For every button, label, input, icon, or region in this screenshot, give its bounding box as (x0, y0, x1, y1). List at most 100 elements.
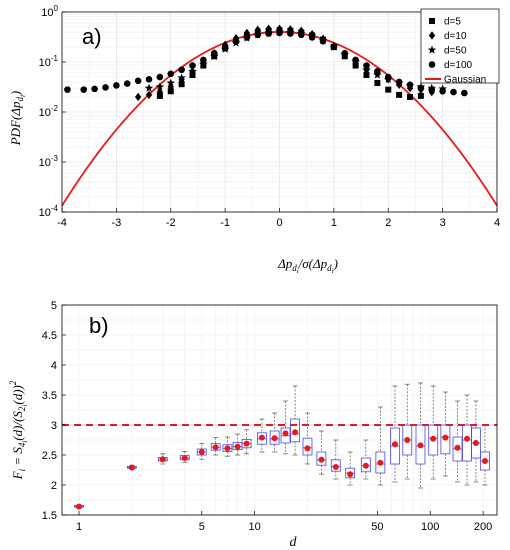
box (330, 459, 341, 472)
box-plot (222, 436, 233, 457)
marker-d-50 (155, 82, 165, 91)
marker-d-100 (341, 49, 349, 57)
legend-swatch-d-10 (428, 31, 436, 40)
marker-d-100 (374, 68, 381, 75)
marker-d-100 (406, 81, 414, 89)
box-plot (210, 437, 221, 456)
panel-b-frame (61, 304, 498, 516)
mean-marker (76, 503, 83, 510)
legend-swatch-d-50 (427, 45, 437, 54)
x-tick-label: 200 (474, 521, 492, 533)
box-plot (256, 418, 267, 453)
marker-d-100 (200, 56, 207, 64)
marker-d-5 (167, 88, 174, 95)
marker-d-100 (363, 62, 370, 69)
x-tick-label: 1 (331, 217, 337, 229)
marker-d-5 (363, 71, 370, 78)
panel-a-legend: d=5 d=10 d=50 d=100 Gaussian (420, 8, 500, 86)
mean-marker (304, 445, 311, 452)
marker-d-100 (189, 62, 196, 69)
legend-swatch-d-100 (428, 61, 436, 68)
x-tick-label: 5 (199, 521, 205, 533)
marker-d-100 (276, 29, 283, 37)
y-tick-label: 1.5 (42, 510, 57, 522)
x-tick-label: -4 (57, 217, 67, 229)
marker-d-100 (330, 43, 338, 51)
mean-marker (362, 462, 369, 469)
marker-d-5 (385, 86, 392, 93)
mean-marker (454, 444, 461, 451)
box (462, 424, 472, 462)
box-plot (402, 383, 413, 480)
y-tick-label: 10-2 (39, 104, 59, 119)
box-plot (74, 503, 84, 510)
marker-d-50 (144, 83, 154, 92)
legend-label: d=100 (444, 60, 473, 71)
marker-d-100 (395, 78, 403, 86)
y-tick-label: 10-4 (39, 204, 59, 219)
mean-marker (417, 442, 424, 449)
x-tick-label: 0 (276, 217, 282, 229)
legend-label: Gaussian (444, 75, 486, 86)
y-tick-label: 10-3 (39, 154, 59, 169)
y-tick-label: 5 (51, 300, 57, 312)
panel-b: 1 5 10 50 100 200 1.5 2 2.5 3 3.5 4 4.5 5 b) Fi = S4i… (8, 300, 498, 550)
panel-a-markers (64, 24, 468, 102)
marker-d-100 (210, 49, 218, 57)
panel-a-ylabel: PDF(Δpdi) (8, 91, 27, 147)
marker-d-100 (297, 31, 305, 39)
marker-d-100 (287, 30, 294, 37)
y-tick-label: 2.5 (42, 450, 57, 462)
box-plot (157, 453, 168, 465)
marker-d-100 (156, 73, 164, 81)
marker-d-100 (91, 85, 98, 93)
marker-d-100 (123, 80, 131, 87)
legend-label: d=50 (444, 46, 467, 57)
marker-d-100 (384, 73, 392, 81)
panel-b-grid (62, 304, 497, 516)
marker-d-100 (417, 84, 425, 92)
box-plot (471, 400, 481, 483)
box (316, 451, 327, 466)
marker-d-10 (145, 90, 153, 100)
marker-d-100 (64, 86, 71, 93)
marker-d-100 (308, 34, 316, 41)
box-plot (360, 439, 371, 480)
mean-marker (159, 456, 166, 463)
box-plot (345, 451, 356, 486)
marker-d-100 (254, 31, 262, 39)
mean-marker (234, 443, 241, 450)
box-plot (375, 406, 386, 486)
marker-d-50 (199, 59, 208, 68)
marker-d-100 (352, 56, 359, 64)
mean-marker (377, 459, 384, 466)
box (290, 418, 300, 443)
marker-d-100 (461, 89, 468, 97)
box-plot (480, 424, 490, 486)
box-plot (428, 385, 439, 480)
box-plot (316, 430, 327, 475)
marker-d-5 (407, 93, 413, 100)
marker-d-100 (102, 84, 109, 91)
box-plot (269, 412, 280, 453)
x-tick-label: 2 (385, 217, 391, 229)
marker-d-100 (113, 82, 120, 89)
panel-b-ticks: 1 5 10 50 100 200 1.5 2 2.5 3 3.5 4 4.5 5 (42, 300, 493, 533)
marker-d-100 (319, 37, 327, 45)
box (415, 424, 426, 465)
marker-d-100 (80, 86, 88, 93)
mean-marker (128, 464, 135, 471)
marker-d-10 (156, 87, 164, 97)
box-plot (179, 451, 190, 463)
marker-d-100 (167, 70, 175, 78)
y-tick-label: 3 (51, 420, 57, 432)
box (375, 451, 386, 474)
mean-marker (332, 464, 339, 470)
legend-label: d=5 (444, 17, 461, 28)
box-plot (126, 464, 137, 471)
box (302, 437, 313, 456)
mean-marker (282, 430, 289, 437)
mean-marker (181, 455, 188, 461)
marker-d-100 (232, 37, 240, 45)
